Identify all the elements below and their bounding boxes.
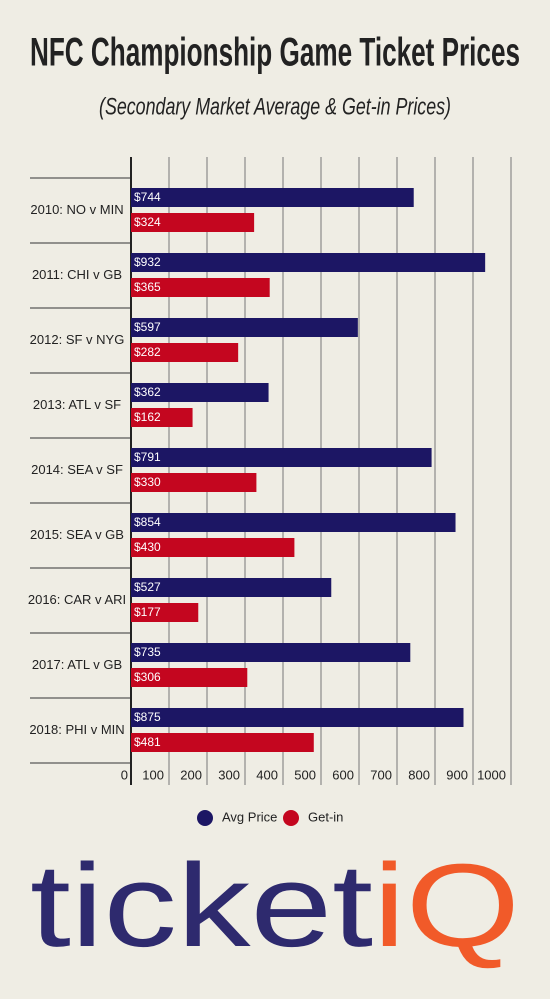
value-label: $365 xyxy=(134,280,161,294)
x-tick-label: 100 xyxy=(142,767,164,782)
value-label: $330 xyxy=(134,475,161,489)
x-tick-label: 500 xyxy=(294,767,316,782)
value-label: $362 xyxy=(134,385,161,399)
bar xyxy=(131,383,269,402)
x-tick-label: 300 xyxy=(218,767,240,782)
x-tick-label: 900 xyxy=(446,767,468,782)
value-label: $854 xyxy=(134,515,161,529)
value-label: $324 xyxy=(134,215,161,229)
logo: ticket iQ xyxy=(30,840,520,972)
bar xyxy=(131,733,314,752)
y-tick-label: 2010: NO v MIN xyxy=(30,202,123,217)
x-tick-label: 800 xyxy=(408,767,430,782)
y-tick-label: 2017: ATL v GB xyxy=(32,657,122,672)
logo-main: ticket xyxy=(30,840,373,972)
y-tick-label: 2012: SF v NYG xyxy=(30,332,125,347)
bar xyxy=(131,188,414,207)
legend-label: Avg Price xyxy=(222,809,277,824)
value-label: $735 xyxy=(134,645,161,659)
logo-accent: iQ xyxy=(373,840,520,972)
bar xyxy=(131,578,332,597)
value-label: $932 xyxy=(134,255,161,269)
bar xyxy=(131,343,239,362)
legend-marker xyxy=(197,810,213,826)
value-label: $597 xyxy=(134,320,161,334)
bar xyxy=(131,538,295,557)
bar xyxy=(131,318,358,337)
chart-title: NFC Championship Game Ticket Prices xyxy=(30,31,520,75)
y-tick-label: 2014: SEA v SF xyxy=(31,462,123,477)
y-tick-label: 2018: PHI v MIN xyxy=(29,722,124,737)
value-label: $162 xyxy=(134,410,161,424)
y-tick-label: 2015: SEA v GB xyxy=(30,527,124,542)
y-tick-label: 2016: CAR v ARI xyxy=(28,592,126,607)
bar xyxy=(131,708,464,727)
x-tick-label: 600 xyxy=(332,767,354,782)
value-label: $430 xyxy=(134,540,161,554)
x-tick-label: 0 xyxy=(121,767,128,782)
x-tick-label: 1000 xyxy=(477,767,506,782)
value-label: $744 xyxy=(134,190,161,204)
value-label: $527 xyxy=(134,580,161,594)
bar xyxy=(131,513,456,532)
chart-subtitle: (Secondary Market Average & Get-in Price… xyxy=(99,93,451,120)
bar xyxy=(131,643,411,662)
legend-label: Get-in xyxy=(308,809,343,824)
value-label: $875 xyxy=(134,710,161,724)
bar xyxy=(131,473,257,492)
value-label: $306 xyxy=(134,670,161,684)
value-label: $791 xyxy=(134,450,161,464)
x-tick-label: 200 xyxy=(180,767,202,782)
bar xyxy=(131,603,199,622)
value-label: $481 xyxy=(134,735,161,749)
value-label: $177 xyxy=(134,605,161,619)
legend-marker xyxy=(283,810,299,826)
bar xyxy=(131,668,248,687)
bar xyxy=(131,278,270,297)
y-tick-label: 2011: CHI v GB xyxy=(32,267,122,282)
x-tick-label: 700 xyxy=(370,767,392,782)
bar xyxy=(131,253,486,272)
value-label: $282 xyxy=(134,345,161,359)
y-tick-label: 2013: ATL v SF xyxy=(33,397,121,412)
bar xyxy=(131,408,193,427)
x-tick-label: 400 xyxy=(256,767,278,782)
bar xyxy=(131,448,432,467)
bar xyxy=(131,213,255,232)
